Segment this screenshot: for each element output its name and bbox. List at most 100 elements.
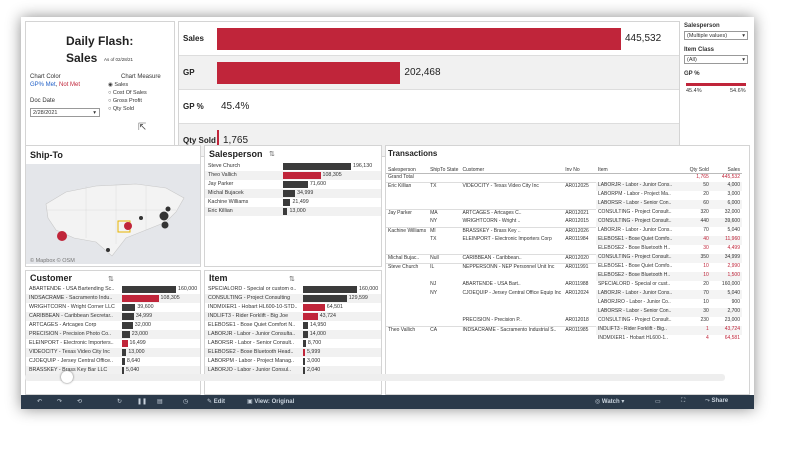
customer-bar[interactable] <box>122 358 125 365</box>
customer-bar[interactable] <box>122 286 176 293</box>
item-row[interactable]: LABORSR - Labor - Senior Consult.. 8,700 <box>205 339 381 348</box>
pause-icon[interactable]: ❚❚ <box>137 399 148 405</box>
kpi-row[interactable]: GP % 45.4% <box>179 90 679 124</box>
customer-bar[interactable] <box>122 322 133 329</box>
kpi-bar[interactable] <box>217 62 401 84</box>
salesperson-bar[interactable] <box>283 172 321 179</box>
table-row[interactable]: Michal Bujac.. Null CARIBBEAN - Caribbean.… <box>386 253 742 263</box>
item-row[interactable]: LABORJR - Labor - Junior Consulta.. 14,00… <box>205 330 381 339</box>
redo-icon[interactable]: ↷ <box>57 399 63 405</box>
salesperson-bar[interactable] <box>283 208 288 215</box>
table-row[interactable]: NY CJOEQUIP - Jersey Central Office Equip… <box>386 290 742 299</box>
table-row[interactable]: Kachine Williams MI BRASSKEY - Brass Key .… <box>386 226 742 236</box>
radio-icon[interactable]: ○ <box>108 98 113 104</box>
item-bar[interactable] <box>303 286 357 293</box>
watch-button[interactable]: ◎ Watch ▾ <box>595 399 625 405</box>
table-row[interactable]: LABORJRO - Labor - Junior Co.. 10 900 <box>386 299 742 308</box>
sort-icon[interactable]: ⇅ <box>108 276 114 283</box>
table-row[interactable]: Steve Church IL NEPPERSONN - NEP Personnel… <box>386 262 742 272</box>
doc-date-select[interactable]: 2/28/2021 ▾ <box>30 108 100 117</box>
customer-bar[interactable] <box>122 313 134 320</box>
gp-range-slider[interactable] <box>686 83 746 86</box>
item-bar[interactable] <box>303 322 309 329</box>
customer-bar[interactable] <box>122 367 124 374</box>
kpi-bar[interactable] <box>217 130 219 152</box>
edit-button[interactable]: ✎ Edit <box>207 399 226 405</box>
comment-icon[interactable]: ▭ <box>655 399 661 405</box>
customer-bar[interactable] <box>122 304 136 311</box>
customer-row[interactable]: ABARTENDE - USA Bartending Sc.. 160,000 <box>26 285 200 294</box>
customer-bar[interactable] <box>122 331 130 338</box>
item-row[interactable]: LABORPM - Labor - Project Manag.. 3,000 <box>205 357 381 366</box>
sort-icon[interactable]: ⇅ <box>269 151 275 158</box>
table-row[interactable]: TX ELEINPORT - Electronic Importers Corp A… <box>386 236 742 245</box>
item-bar[interactable] <box>303 331 308 338</box>
column-header[interactable]: Salesperson <box>386 164 429 174</box>
measure-option[interactable]: ○ Cost Of Sales <box>108 90 147 98</box>
radio-icon[interactable]: ○ <box>108 90 113 96</box>
salesperson-row[interactable]: Theo Vallich 108,305 <box>205 171 381 180</box>
customer-bar[interactable] <box>122 340 128 347</box>
column-header[interactable]: Qty Sold <box>677 164 711 174</box>
salesperson-bar[interactable] <box>283 181 308 188</box>
column-header[interactable]: ShipTo State <box>428 164 461 174</box>
salesperson-row[interactable]: Jay Parker 71,600 <box>205 180 381 189</box>
item-bar[interactable] <box>303 340 306 347</box>
item-bar[interactable] <box>303 349 306 356</box>
salesperson-row[interactable]: Steve Church 196,130 <box>205 162 381 171</box>
item-row[interactable]: SPECIALORD - Special or custom o.. 160,00… <box>205 285 381 294</box>
item-row[interactable]: CONSULTING - Project Consulting 129,599 <box>205 294 381 303</box>
item-bar[interactable] <box>303 313 318 320</box>
item-bar[interactable] <box>303 358 305 365</box>
table-row[interactable]: Theo Vallich CA INDSACRAME - Sacramento In… <box>386 325 742 335</box>
table-row[interactable]: LABORSR - Labor - Senior Con.. 60 6,000 <box>386 200 742 209</box>
radio-icon[interactable]: ◉ <box>108 82 115 88</box>
customer-row[interactable]: ARTCAGES - Artcages Corp 32,000 <box>26 321 200 330</box>
scrollbar-thumb[interactable] <box>61 371 73 383</box>
column-header[interactable]: Inv No <box>563 164 596 174</box>
refresh-icon[interactable]: ↻ <box>117 399 123 405</box>
item-bar[interactable] <box>303 367 305 374</box>
customer-row[interactable]: WRIGHTCORN - Wright Corner LLC 39,600 <box>26 303 200 312</box>
item-bar[interactable] <box>303 295 347 302</box>
customer-row[interactable]: BRASSKEY - Brass Key Bar LLC 5,040 <box>26 366 200 375</box>
item-row[interactable]: LABORJO - Labor - Junior Consul.. 2,040 <box>205 366 381 375</box>
item-bar[interactable] <box>303 304 325 311</box>
column-header[interactable]: Sales <box>710 164 742 174</box>
view-button[interactable]: ▣ View: Original <box>247 399 295 405</box>
kpi-row[interactable]: Sales 445,532 <box>179 22 679 56</box>
measure-option[interactable]: ○ Qty Sold <box>108 106 147 114</box>
table-row[interactable]: LABORSR - Labor - Senior Con.. 30 2,700 <box>386 308 742 317</box>
customer-row[interactable]: ELEINPORT - Electronic Importers.. 16,499 <box>26 339 200 348</box>
fullscreen-icon[interactable]: ⛶ <box>681 398 686 404</box>
customer-row[interactable]: INDSACRAME - Sacramento Indu.. 108,305 <box>26 294 200 303</box>
customer-row[interactable]: CARIBBEAN - Caribbean Secretar.. 34,999 <box>26 312 200 321</box>
undo-icon[interactable]: ↶ <box>37 399 43 405</box>
column-header[interactable]: Item <box>595 164 678 174</box>
table-row[interactable]: NJ ABARTENDE - USA Bart.. AR011988 SPECIALO… <box>386 281 742 290</box>
table-row[interactable]: ELEBOSE2 - Bose Bluetooth H.. 10 1,500 <box>386 272 742 281</box>
measure-option[interactable]: ◉ Sales <box>108 82 147 90</box>
salesperson-filter-select[interactable]: (Multiple values) ▾ <box>684 31 748 40</box>
data-source-icon[interactable]: ▤ <box>157 399 163 405</box>
table-row[interactable]: INDMIXER1 - Hobart HL600-1.. 4 64,581 <box>386 335 742 344</box>
salesperson-bar[interactable] <box>283 199 291 206</box>
kpi-row[interactable]: GP 202,468 <box>179 56 679 90</box>
measure-option[interactable]: ○ Gross Profit <box>108 98 147 106</box>
item-class-filter-select[interactable]: (All) ▾ <box>684 55 748 64</box>
customer-row[interactable]: CJOEQUIP - Jersey Central Office.. 8,640 <box>26 357 200 366</box>
table-row[interactable]: LABORPM - Labor - Project Ma.. 20 3,000 <box>386 191 742 200</box>
sort-icon[interactable]: ⇅ <box>289 276 295 283</box>
customer-bar[interactable] <box>122 349 127 356</box>
item-row[interactable]: INDMIXER1 - Hobart HL600-10-STD.. 64,501 <box>205 303 381 312</box>
salesperson-bar[interactable] <box>283 190 296 197</box>
salesperson-row[interactable]: Eric Killian 13,000 <box>205 207 381 216</box>
item-row[interactable]: ELEBOSE2 - Bose Bluetooth Head.. 5,999 <box>205 348 381 357</box>
column-header[interactable]: Customer <box>460 164 564 174</box>
salesperson-bar[interactable] <box>283 163 351 170</box>
clock-icon[interactable]: ◷ <box>183 399 189 405</box>
table-row[interactable]: Eric Killian TX VIDEOCITY - Texas Video Ci… <box>386 181 742 191</box>
share-button[interactable]: ⤳ Share <box>705 398 729 404</box>
item-row[interactable]: INDLIFT3 - Rider Forklift - Big Joe 43,72… <box>205 312 381 321</box>
table-row[interactable]: PRECISION - Precision P.. AR012018 CONSULT… <box>386 317 742 326</box>
